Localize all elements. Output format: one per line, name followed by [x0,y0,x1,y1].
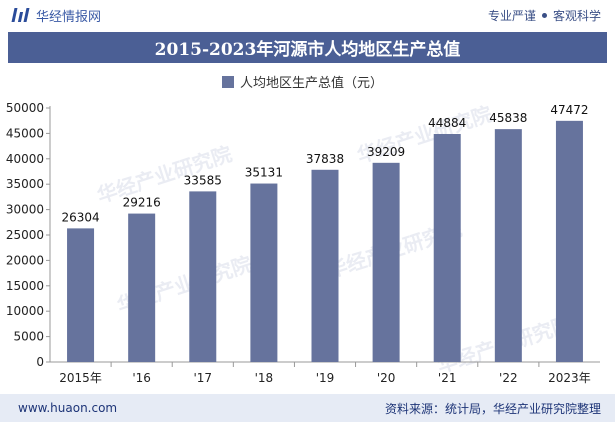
data-label: 35131 [245,166,283,180]
x-tick-label: 2015年 [59,371,102,385]
legend-label: 人均地区生产总值（元） [240,75,383,91]
footer-site-link[interactable]: www.huaon.com [18,401,118,415]
bar [250,183,278,362]
bar [555,120,583,362]
data-label: 37838 [306,152,344,166]
x-tick-label: '16 [132,371,151,385]
tagline: 专业严谨 客观科学 [488,7,601,24]
x-tick-label: 2023年 [548,371,591,385]
y-tick-label: 10000 [6,304,44,318]
bar [67,228,95,362]
chart-title-bar: 2015-2023年河源市人均地区生产总值 [8,32,607,63]
legend-swatch [222,76,234,88]
bar [372,162,400,362]
footer: www.huaon.com 资料来源：统计局，华经产业研究院整理 [0,394,615,422]
y-tick-label: 15000 [6,279,44,293]
data-label: 44884 [428,116,466,130]
bar [189,191,217,362]
x-tick-label: '18 [255,371,274,385]
bar-chart: 华经产业研究院华经产业研究院华经产业研究院华经产业研究院华经产业研究院人均地区生… [6,75,600,385]
bar [433,133,461,362]
y-tick-label: 50000 [6,101,44,115]
tagline-left: 专业严谨 [487,8,536,23]
data-label: 47472 [550,103,588,117]
data-label: 29216 [123,196,161,210]
y-tick-label: 45000 [6,126,44,140]
y-tick-label: 5000 [13,330,44,344]
x-tick-label: '20 [377,371,396,385]
brand[interactable]: 华经情报网 [11,6,102,25]
y-tick-label: 40000 [6,152,44,166]
bar [494,129,522,362]
huajing-logo-icon [11,8,30,22]
bar [311,169,339,362]
tagline-right: 客观科学 [552,8,601,23]
y-tick-label: 20000 [6,253,44,267]
site-name: 华经情报网 [36,9,102,25]
y-tick-label: 25000 [6,228,44,242]
y-tick-label: 30000 [6,203,44,217]
x-tick-label: '21 [438,371,457,385]
x-tick-label: '22 [499,371,518,385]
bar [128,213,156,362]
bullet-dot-icon [541,12,547,18]
data-label: 33585 [184,173,222,187]
footer-source: 资料来源：统计局，华经产业研究院整理 [384,401,601,416]
top-bar: 华经情报网 专业严谨 客观科学 [0,0,615,30]
data-label: 39209 [367,145,405,159]
x-tick-label: '19 [316,371,335,385]
chart-title: 2015-2023年河源市人均地区生产总值 [154,40,461,60]
data-label: 26304 [61,210,99,224]
y-tick-label: 35000 [6,177,44,191]
data-label: 45838 [489,111,527,125]
y-tick-label: 0 [36,355,44,369]
x-tick-label: '17 [193,371,212,385]
